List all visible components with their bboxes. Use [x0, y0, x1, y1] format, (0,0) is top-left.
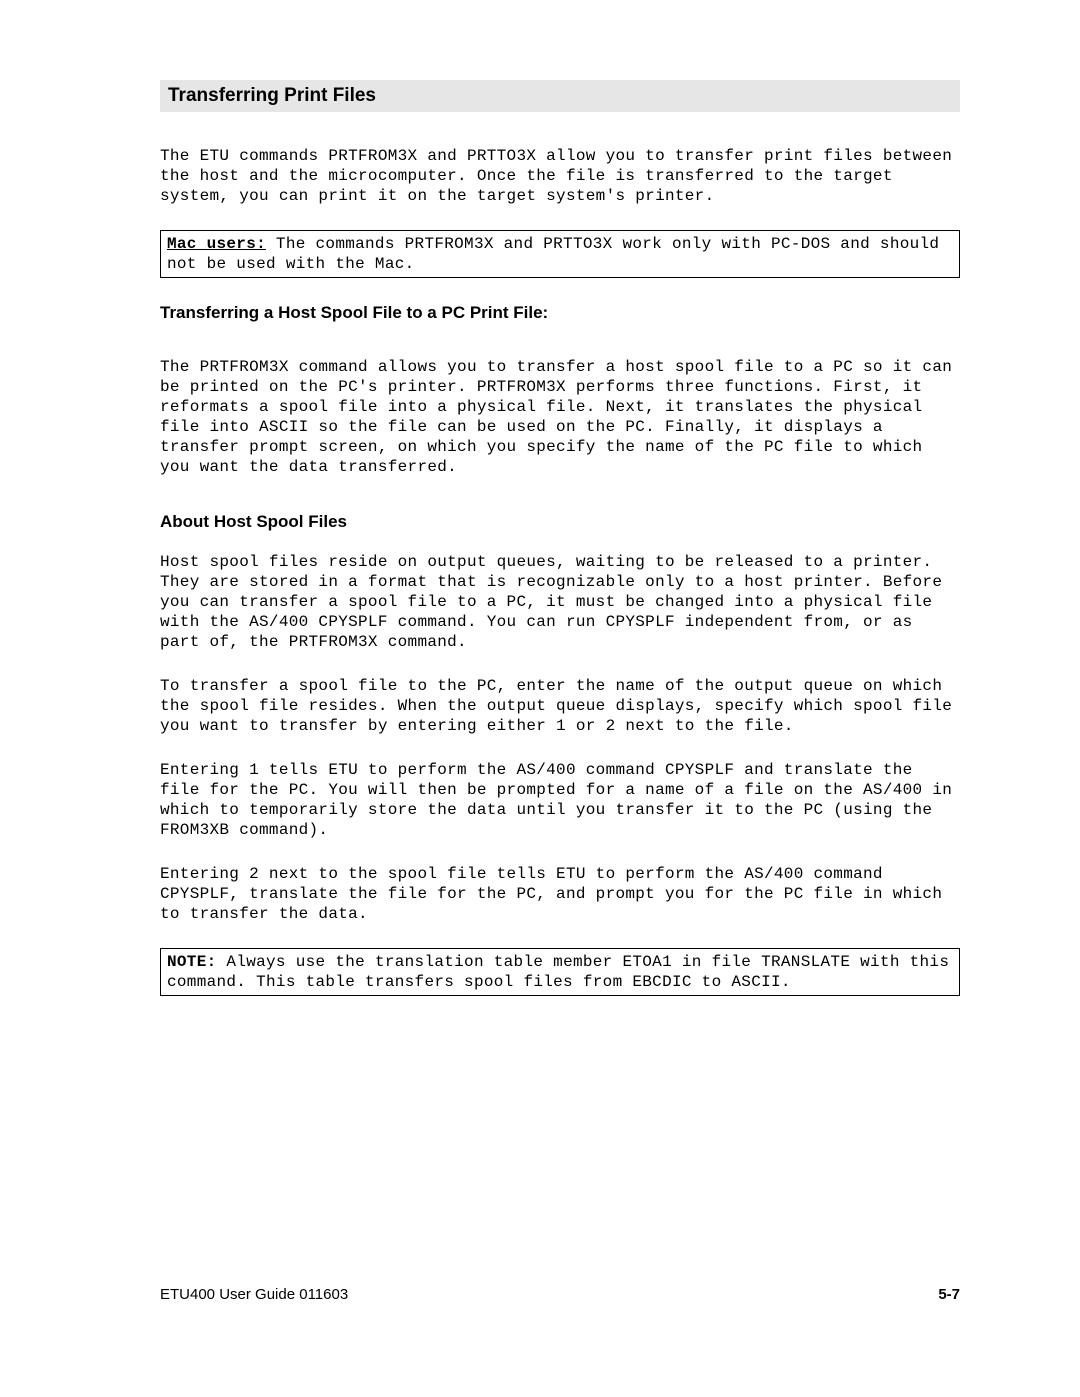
translation-note-box: NOTE: Always use the translation table m… — [160, 948, 960, 996]
section2-p3: Entering 1 tells ETU to perform the AS/4… — [160, 760, 960, 840]
mac-users-note-box: Mac users: The commands PRTFROM3X and PR… — [160, 230, 960, 278]
section-heading-about-spool: About Host Spool Files — [160, 511, 960, 532]
section1-paragraph: The PRTFROM3X command allows you to tran… — [160, 357, 960, 477]
section2-p2: To transfer a spool file to the PC, ente… — [160, 676, 960, 736]
footer-page-number: 5-7 — [938, 1286, 960, 1305]
mac-note-text: The commands PRTFROM3X and PRTTO3X work … — [167, 235, 939, 273]
document-page: Transferring Print Files The ETU command… — [0, 0, 1080, 1397]
footer-doc-title: ETU400 User Guide 011603 — [160, 1286, 348, 1305]
section2-p1: Host spool files reside on output queues… — [160, 552, 960, 652]
mac-note-lead: Mac users: — [167, 235, 266, 253]
note-lead: NOTE: — [167, 953, 217, 971]
page-footer: ETU400 User Guide 011603 5-7 — [160, 1286, 960, 1305]
section2-p4: Entering 2 next to the spool file tells … — [160, 864, 960, 924]
page-title: Transferring Print Files — [168, 84, 952, 108]
title-bar: Transferring Print Files — [160, 80, 960, 112]
section-heading-transfer-spool: Transferring a Host Spool File to a PC P… — [160, 302, 960, 323]
note-text: Always use the translation table member … — [167, 953, 949, 991]
intro-paragraph: The ETU commands PRTFROM3X and PRTTO3X a… — [160, 146, 960, 206]
